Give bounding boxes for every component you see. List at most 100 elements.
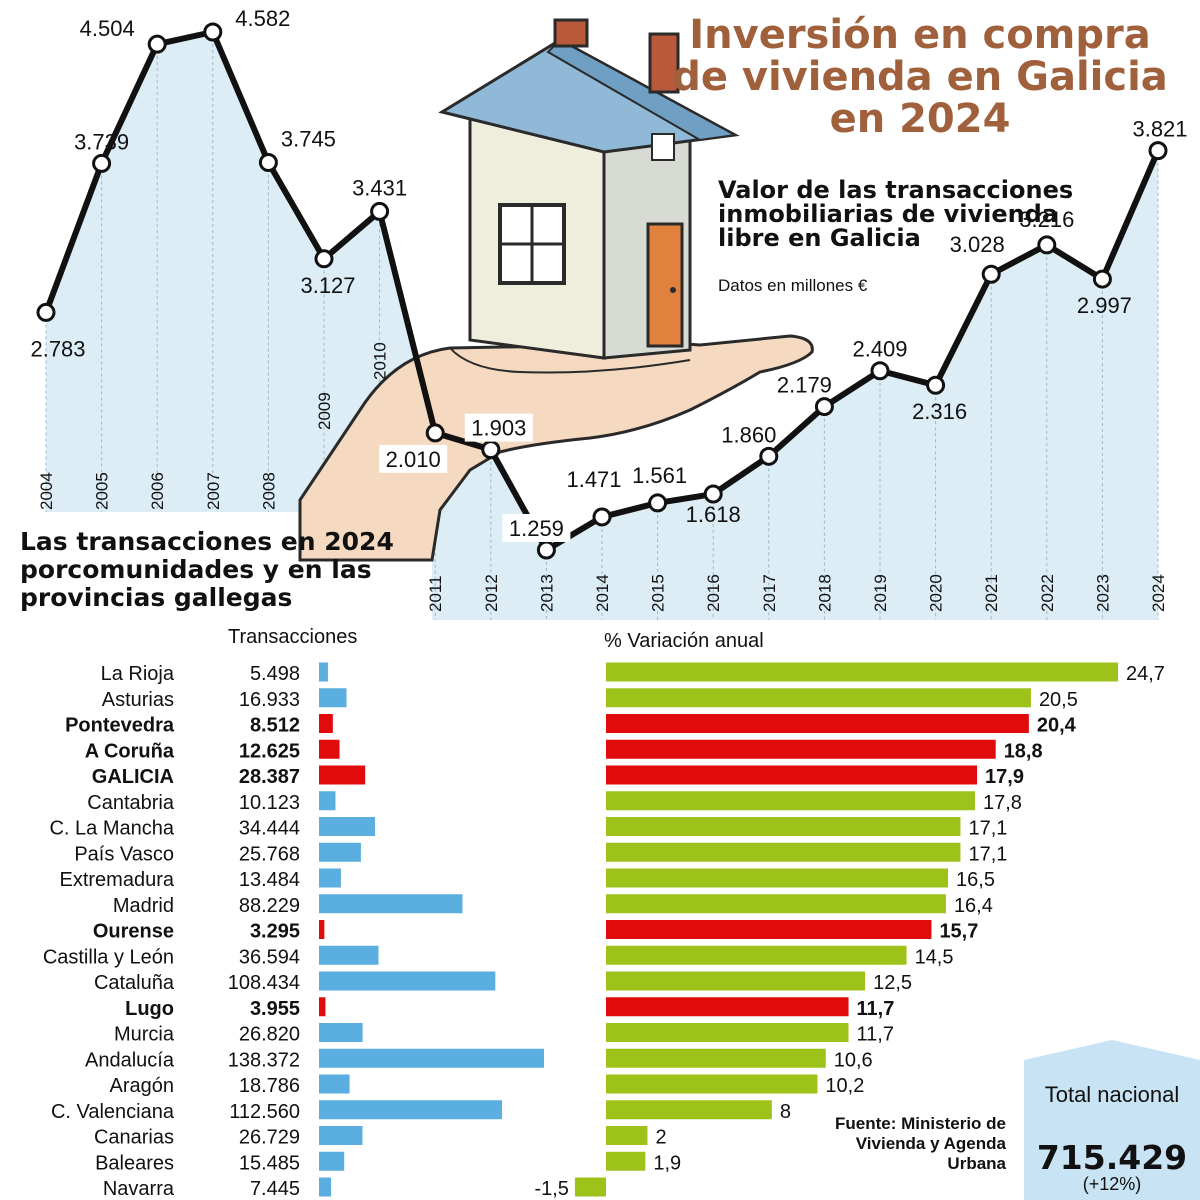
chart-subtitle: Valor de las transacciones inmobiliarias…	[718, 176, 1074, 252]
region-label: Canarias	[94, 1127, 174, 1149]
data-label: 1.618	[686, 502, 741, 527]
variation-bar	[606, 1074, 818, 1094]
region-label: A Coruña	[85, 740, 175, 762]
transactions-bar	[319, 662, 328, 682]
region-label: C. Valenciana	[51, 1101, 175, 1123]
variation-value-label: 17,1	[968, 818, 1007, 840]
variation-bar	[606, 739, 996, 759]
region-label: Lugo	[125, 998, 174, 1020]
variation-value-label: 17,1	[968, 843, 1007, 865]
transactions-bar	[319, 1151, 345, 1171]
variation-value-label: -1,5	[534, 1178, 568, 1200]
region-label: Castilla y León	[43, 946, 174, 968]
data-point	[1092, 269, 1112, 289]
transactions-bar	[319, 945, 379, 965]
data-label: 4.582	[235, 6, 290, 31]
variation-value-label: 12,5	[873, 972, 912, 994]
year-tick-label: 2017	[760, 574, 779, 612]
transactions-value-label: 10.123	[239, 792, 300, 814]
year-tick-label: 2011	[426, 575, 445, 612]
variation-bar	[606, 1023, 849, 1042]
variation-bar	[606, 817, 961, 836]
data-label: 3.821	[1132, 117, 1187, 142]
year-tick-label: 2010	[371, 342, 390, 380]
region-label: Murcia	[114, 1024, 175, 1046]
region-label: Cantabria	[87, 792, 175, 814]
variation-column-header: % Variación anual	[604, 630, 764, 652]
data-label: 1.860	[721, 422, 776, 447]
region-label: Cataluña	[94, 972, 175, 994]
chimney	[648, 32, 680, 94]
variation-value-label: 2	[655, 1127, 666, 1149]
house-in-hand-illustration	[298, 18, 814, 562]
year-tick-label: 2021	[982, 574, 1001, 612]
data-label-bg	[379, 444, 448, 473]
transactions-value-label: 13.484	[239, 869, 300, 891]
transactions-value-label: 7.445	[250, 1178, 300, 1200]
transactions-value-label: 26.820	[239, 1024, 300, 1046]
data-label: 3.028	[950, 232, 1005, 257]
region-label: Baleares	[95, 1152, 174, 1174]
year-tick-label: 2006	[148, 472, 167, 510]
transactions-bar	[319, 1100, 503, 1120]
region-label: Asturias	[102, 689, 174, 711]
transactions-value-label: 15.485	[239, 1152, 300, 1174]
total-box-shape	[1024, 1040, 1200, 1200]
data-label: 3.739	[74, 129, 129, 154]
data-point	[92, 153, 112, 173]
variation-value-label: 20,4	[1037, 715, 1077, 737]
variation-value-label: 15,7	[939, 921, 978, 943]
data-label: 2.316	[912, 399, 967, 424]
variation-bar	[606, 868, 949, 888]
transactions-value-label: 108.434	[228, 972, 300, 994]
chimney	[553, 18, 589, 48]
data-point	[870, 361, 890, 381]
variation-value-label: 1,9	[653, 1152, 681, 1174]
variation-bar	[606, 1151, 646, 1171]
transactions-value-label: 88.229	[239, 895, 300, 917]
transactions-column-header: Transacciones	[228, 626, 358, 648]
year-tick-label: 2005	[93, 472, 112, 510]
region-label: Ourense	[93, 921, 174, 943]
transactions-value-label: 5.498	[250, 663, 300, 685]
transactions-bar	[319, 1074, 350, 1094]
year-tick-label: 2014	[593, 574, 612, 612]
variation-value-label: 8	[780, 1101, 791, 1123]
transactions-bar	[319, 997, 326, 1017]
data-label: 1.561	[632, 463, 687, 488]
data-point	[258, 152, 278, 172]
region-label: La Rioja	[101, 663, 175, 685]
transactions-value-label: 3.955	[250, 998, 300, 1020]
region-label: Extremadura	[60, 869, 175, 891]
region-label: GALICIA	[92, 766, 174, 788]
transactions-bar	[319, 971, 496, 991]
year-tick-label: 2023	[1093, 574, 1112, 612]
transactions-bar	[319, 1126, 363, 1145]
variation-bar	[606, 791, 975, 811]
variation-bar	[606, 920, 932, 939]
house-door	[646, 222, 684, 348]
data-label: 2.997	[1077, 293, 1132, 318]
data-label-bg	[502, 514, 571, 542]
transactions-value-label: 112.560	[229, 1101, 300, 1123]
transactions-value-label: 16.933	[239, 689, 300, 711]
line-chart-series: 2.783 2004 3.739 2005 4.504 2006 4.582 2007 3.74…	[30, 6, 1187, 612]
transactions-value-label: 26.729	[239, 1127, 300, 1149]
regions-section-title: Las transacciones en 2024 porcomunidades…	[20, 527, 394, 612]
variation-bar	[606, 662, 1118, 682]
region-label: Andalucía	[85, 1049, 175, 1071]
data-point	[425, 423, 445, 443]
transactions-bar	[319, 842, 361, 862]
region-label: C. La Mancha	[49, 818, 174, 840]
data-point	[703, 484, 723, 504]
transactions-bar	[319, 739, 340, 759]
transactions-bar	[319, 894, 463, 914]
transactions-bar	[319, 920, 325, 939]
region-label: País Vasco	[74, 843, 174, 865]
year-tick-label: 2015	[649, 574, 668, 612]
data-label: 2.179	[777, 373, 832, 398]
data-point	[147, 34, 167, 54]
data-label: 1.259	[509, 516, 564, 541]
